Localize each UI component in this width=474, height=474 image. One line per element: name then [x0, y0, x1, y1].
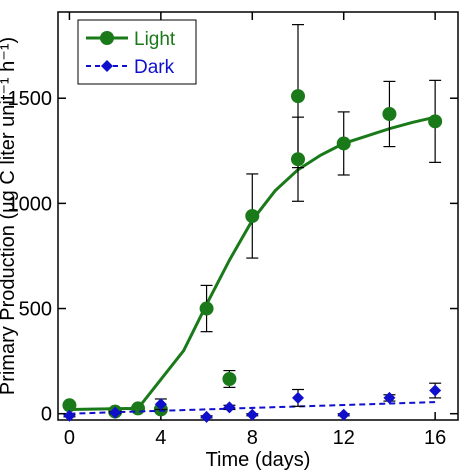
data-point-light	[199, 301, 214, 316]
data-point-dark	[383, 391, 396, 404]
plot-frame	[57, 11, 459, 421]
legend-box	[77, 19, 197, 85]
x-axis-label: Time (days)	[206, 449, 311, 471]
data-point-dark	[154, 398, 167, 411]
data-point-dark	[429, 384, 442, 397]
series-line-dark	[69, 401, 436, 415]
axes-frame	[57, 11, 459, 421]
data-point-dark	[63, 409, 76, 422]
y-tick-label: 500	[19, 299, 52, 321]
data-point-dark	[109, 406, 122, 419]
series-dark	[63, 382, 442, 423]
data-point-light	[428, 114, 443, 129]
y-tick-label: 1500	[8, 88, 53, 110]
x-tick-label: 0	[64, 427, 75, 449]
legend-marker-light	[100, 31, 114, 45]
y-axis-label: Primary Production (μg C liter unit⁻¹ h⁻…	[0, 37, 19, 395]
legend-marker-dark	[101, 60, 113, 72]
data-point-light	[222, 371, 237, 386]
data-point-light	[131, 401, 145, 416]
data-point-light	[336, 136, 351, 151]
data-point-light	[245, 209, 260, 223]
series-light	[62, 24, 443, 419]
series-line-light	[69, 115, 436, 411]
data-point-dark	[337, 408, 350, 421]
data-point-light	[382, 107, 397, 121]
y-tick-label: 1000	[8, 193, 53, 215]
data-point-light	[291, 89, 305, 104]
x-tick-label: 4	[155, 427, 166, 449]
legend: Light Dark	[77, 19, 197, 85]
data-point-dark	[292, 391, 304, 404]
x-tick-label: 8	[247, 427, 258, 449]
data-point-dark	[223, 401, 236, 414]
data-point-dark	[200, 410, 213, 423]
x-tick-label: 16	[424, 427, 446, 449]
legend-label-dark: Dark	[134, 57, 175, 78]
data-point-light	[291, 152, 305, 167]
y-tick-label: 0	[41, 404, 52, 426]
data-point-light	[62, 398, 77, 413]
x-tick-label: 12	[333, 427, 355, 449]
legend-label-light: Light	[134, 29, 176, 50]
data-point-dark	[246, 408, 259, 421]
axis-ticks: 0 4 8 12 16 0 500 1000 1500	[8, 12, 458, 449]
plot-marks	[62, 24, 443, 423]
